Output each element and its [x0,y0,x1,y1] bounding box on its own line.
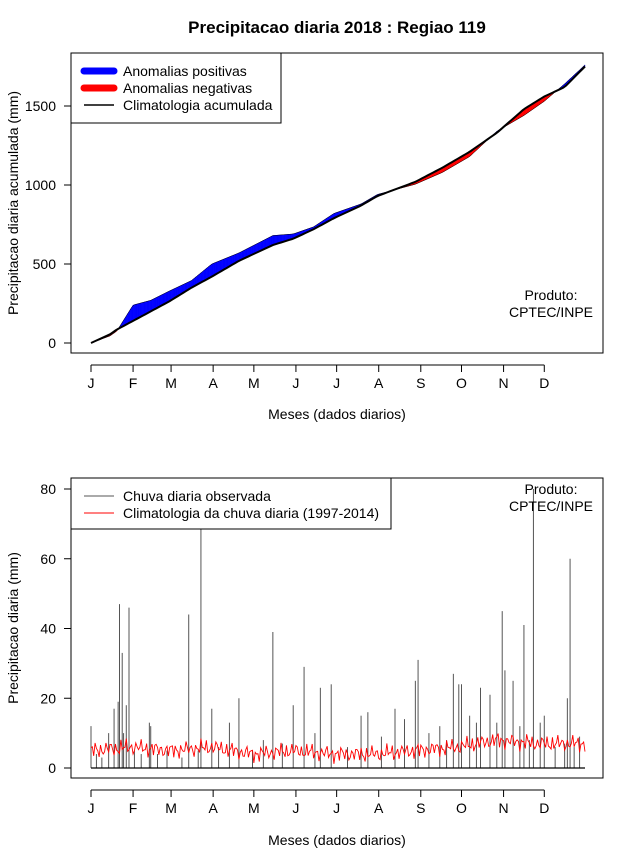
legend-text-positive: Anomalias positivas [123,63,247,79]
y-tick-label: 0 [48,760,56,776]
positive-anomaly-segment [135,303,138,320]
positive-anomaly-segment [146,300,149,314]
y-tick-label: 500 [33,256,57,272]
x-axis-label-bottom: Meses (dados diarios) [268,832,406,848]
legend-top: Anomalias positivas Anomalias negativas … [70,52,282,124]
x-tick-label: M [248,375,260,391]
product-label-bottom-1: Produto: [525,481,578,497]
x-tick-label: S [416,800,425,816]
x-tick-label: J [292,375,299,391]
y-axis-bottom: 0 20 40 60 80 [40,481,72,776]
x-tick-label: N [499,800,509,816]
positive-anomaly-segment [207,265,210,280]
x-tick-label: J [333,375,340,391]
x-tick-label: J [333,800,340,816]
x-axis-label-top: Meses (dados diarios) [268,406,406,422]
cumulative-panel: 0 500 1000 1500 J F M A M J J A S O N D Precipitacao d… [5,52,604,422]
y-tick-label: 40 [40,621,56,637]
product-label-top-2: CPTEC/INPE [509,304,593,320]
y-axis-top: 0 500 1000 1500 [25,98,72,351]
x-tick-label: J [292,800,299,816]
chart-title: Precipitacao diaria 2018 : Regiao 119 [188,18,486,37]
x-tick-label: A [208,375,218,391]
x-tick-label: A [374,375,384,391]
y-tick-label: 60 [40,551,56,567]
x-tick-label: O [456,800,467,816]
positive-anomaly-segment [138,303,141,319]
positive-anomaly-segment [211,263,214,277]
observed-daily-series [90,489,581,768]
legend-box-bottom [70,477,392,530]
x-tick-label: N [499,375,509,391]
x-tick-label: J [88,800,95,816]
legend-text-climatology: Climatologia acumulada [123,97,273,113]
x-tick-label: D [539,800,549,816]
x-tick-label: D [539,375,549,391]
legend-text-clim-daily: Climatologia da chuva diaria (1997-2014) [123,505,379,521]
positive-anomaly-segment [217,260,219,274]
positive-anomaly-segment [131,304,134,322]
positive-anomaly-segment [272,235,275,246]
legend-bottom: Chuva diaria observada Climatologia da c… [70,477,392,530]
x-tick-label: F [129,375,138,391]
positive-anomaly-segment [132,304,135,322]
positive-anomaly-segment [206,266,208,280]
x-tick-label: A [208,800,218,816]
positive-anomaly-segment [142,301,145,317]
product-label-top-1: Produto: [525,287,578,303]
y-tick-label: 1000 [25,177,56,193]
x-tick-label: F [129,800,138,816]
y-axis-label-bottom: Precipitacao diaria (mm) [5,552,21,704]
x-tick-label: O [456,375,467,391]
x-tick-label: J [88,375,95,391]
legend-text-observed: Chuva diaria observada [123,488,271,504]
climatology-cumulative-line [90,65,586,344]
positive-anomaly-segment [215,261,218,275]
climatology-daily-line [90,733,586,764]
y-tick-label: 1500 [25,98,56,114]
y-tick-label: 0 [48,335,56,351]
positive-anomaly-segment [136,303,139,320]
y-tick-label: 20 [40,690,56,706]
y-axis-label-top: Precipitacao diaria acumulada (mm) [5,91,21,315]
x-tick-label: S [416,375,425,391]
positive-anomaly-segment [212,262,215,277]
daily-panel: 0 20 40 60 80 J F M A M J J A S O N D Precipitacao diar… [5,477,604,848]
positive-anomaly-segment [208,264,211,279]
legend-text-negative: Anomalias negativas [123,80,252,96]
x-tick-label: M [165,375,177,391]
positive-anomaly-segment [214,262,217,276]
positive-anomaly-segment [145,301,147,315]
positive-anomaly-segment [134,304,136,321]
x-tick-label: M [248,800,260,816]
positive-anomaly-segment [139,302,142,318]
x-tick-label: A [374,800,384,816]
product-label-bottom-2: CPTEC/INPE [509,498,593,514]
positive-anomaly-segment [141,302,143,317]
positive-anomaly-segment [149,300,151,313]
positive-anomaly-segment [204,267,207,281]
positive-anomaly-segment [147,300,150,314]
positive-anomaly-segment [210,263,212,278]
x-tick-label: M [165,800,177,816]
y-tick-label: 80 [40,481,56,497]
positive-anomaly-segment [143,301,146,316]
